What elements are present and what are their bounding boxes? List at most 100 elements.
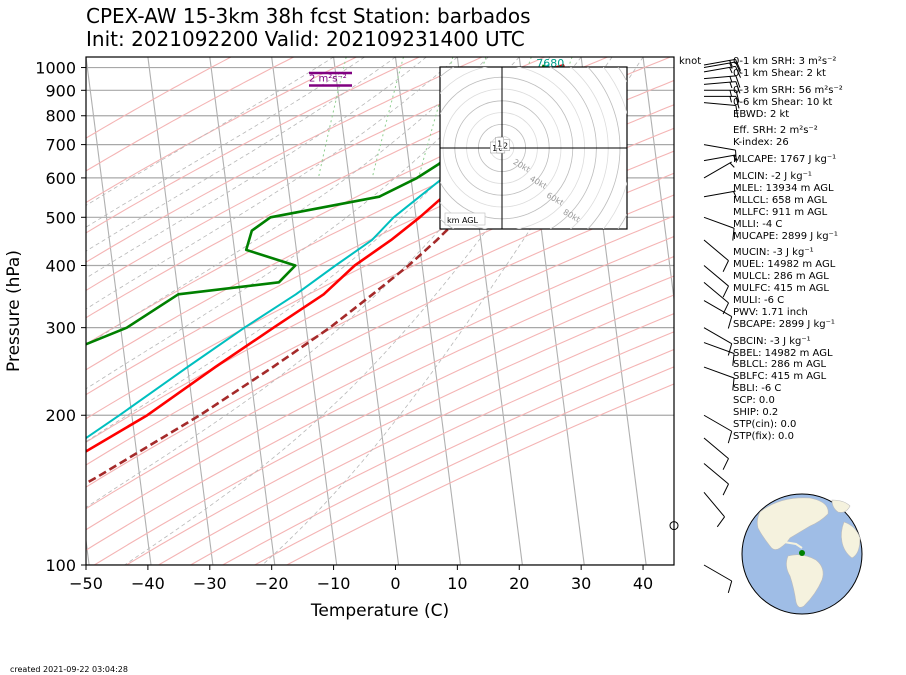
param-item: MLEL: 13934 m AGL [733, 183, 834, 195]
param-item: MUCIN: -3 J kg⁻¹ [733, 247, 814, 259]
dry-adiabat-line [190, 331, 674, 565]
isotherm-line [209, 57, 276, 565]
param-item: MLLFC: 911 m AGL [733, 206, 828, 218]
dry-adiabat-line [94, 275, 674, 565]
wind-barb-flag [732, 228, 735, 241]
moist-adiabat-line [86, 57, 427, 279]
param-item: SCP: 0.0 [733, 395, 775, 407]
wind-barb [703, 366, 735, 391]
mixing-ratio-line [371, 57, 404, 179]
hodograph-inset: 20kt40kt60kt80kt10621km AGL [439, 66, 628, 230]
globe-locator-map [741, 493, 863, 615]
param-item: SBLI: -6 C [733, 383, 782, 395]
dry-adiabat-line [86, 57, 232, 139]
wind-barb-flag [729, 90, 732, 97]
param-item: 0-1 km Shear: 2 kt [733, 67, 826, 79]
dry-adiabat-line [222, 348, 674, 565]
isotherm-line [147, 57, 214, 565]
dry-adiabat-line [86, 235, 674, 531]
wind-barb-staff [703, 61, 736, 69]
y-axis-label: Pressure (hPa) [4, 250, 24, 372]
wind-barb-flag [735, 75, 741, 88]
wind-barb [703, 327, 733, 356]
wind-barb-flag [722, 285, 729, 298]
wind-barb-staff [703, 463, 729, 485]
y-tick-label: 300 [45, 319, 76, 338]
wind-barb [703, 75, 741, 88]
isotherm-line [86, 57, 152, 565]
param-item: PWV: 1.71 inch [733, 306, 808, 318]
wind-barb [703, 161, 735, 179]
wind-barb-flag [735, 81, 741, 94]
globe-north-america [757, 497, 829, 550]
wind-barb-flag [735, 90, 740, 103]
wind-barb [704, 89, 740, 103]
calm-wind-marker [669, 521, 679, 531]
wind-barb-flag [735, 59, 742, 71]
wind-barb [703, 216, 735, 241]
wind-barb-staff [703, 239, 729, 262]
wind-barb-staff [703, 327, 732, 345]
y-tick-label: 400 [45, 256, 76, 275]
parameter-list: 0-1 km SRH: 3 m²s⁻² 0-1 km Shear: 2 kt 0-3… [733, 56, 843, 443]
wind-barb-staff [703, 190, 736, 198]
x-tick-label: 30 [571, 574, 591, 593]
moist-adiabat-line [86, 57, 396, 252]
wind-barb-staff [703, 414, 732, 432]
param-item: 0-1 km SRH: 3 m²s⁻² [733, 56, 837, 67]
wind-barb [703, 463, 729, 496]
wind-barb-flag [729, 162, 735, 168]
plot-frame [85, 56, 675, 566]
wind-barb-flag [732, 377, 735, 391]
wind-barb-staff [703, 58, 736, 66]
wind-barb-staff [703, 564, 732, 582]
dry-adiabat-line [86, 172, 674, 466]
srh-bar-label: 2 m²s⁻² [309, 74, 347, 85]
wind-barb [703, 300, 733, 329]
wind-barb-flag [732, 353, 735, 366]
param-item: SBCIN: -3 J kg⁻¹ [733, 335, 811, 347]
moist-adiabat-line [86, 57, 365, 228]
param-item: STP(fix): 0.0 [733, 430, 794, 442]
wind-barb [703, 61, 742, 74]
hodograph-legend: km AGL [447, 216, 479, 225]
hodograph-height-box [495, 137, 504, 149]
wind-barb-flag [729, 76, 733, 83]
param-item: SBLFC: 415 m AGL [733, 371, 827, 383]
wind-barb-flag [735, 61, 742, 74]
hodograph-legend-box [444, 212, 486, 226]
wind-barb-flag [729, 67, 733, 74]
param-item: 0-6 km Shear: 10 kt [733, 96, 833, 108]
wind-barb [703, 102, 739, 118]
moist-adiabat-line [86, 57, 334, 206]
globe-caribbean-islands [783, 541, 803, 549]
wind-barb [703, 81, 741, 94]
y-tick-label: 800 [45, 107, 76, 126]
x-tick-label: −50 [69, 574, 103, 593]
x-tick-label: −20 [255, 574, 289, 593]
dry-adiabat-line [86, 57, 483, 263]
y-tick-label: 900 [45, 81, 76, 100]
wind-barb [703, 65, 742, 78]
x-tick-label: −30 [193, 574, 227, 593]
globe-greenland [831, 499, 851, 513]
x-tick-label: −40 [131, 574, 165, 593]
wind-barb-staff [703, 144, 736, 151]
x-tick-label: 40 [633, 574, 653, 593]
wind-barb-staff [703, 281, 729, 304]
wind-barb-staff [703, 154, 736, 162]
param-item: SBLCL: 286 m AGL [733, 359, 827, 371]
param-item: MUEL: 14982 m AGL [733, 259, 836, 271]
hodograph-height-label: 1 [497, 139, 502, 148]
wind-barb-flag [727, 343, 733, 356]
wind-barb-staff [703, 366, 735, 379]
x-tick-label: 0 [390, 574, 400, 593]
param-item: STP(cin): 0.0 [733, 418, 797, 430]
chart-title-line-2: Init: 2021092200 Valid: 202109231400 UTC [86, 27, 525, 51]
wind-barb [703, 491, 725, 528]
wind-barb-flag [729, 96, 732, 103]
param-item: MLLCL: 658 m AGL [733, 194, 828, 206]
param-item: 0-3 km SRH: 56 m²s⁻² [733, 84, 843, 96]
hodograph-height-label: 2 [503, 142, 508, 151]
x-tick-label: 10 [447, 574, 467, 593]
